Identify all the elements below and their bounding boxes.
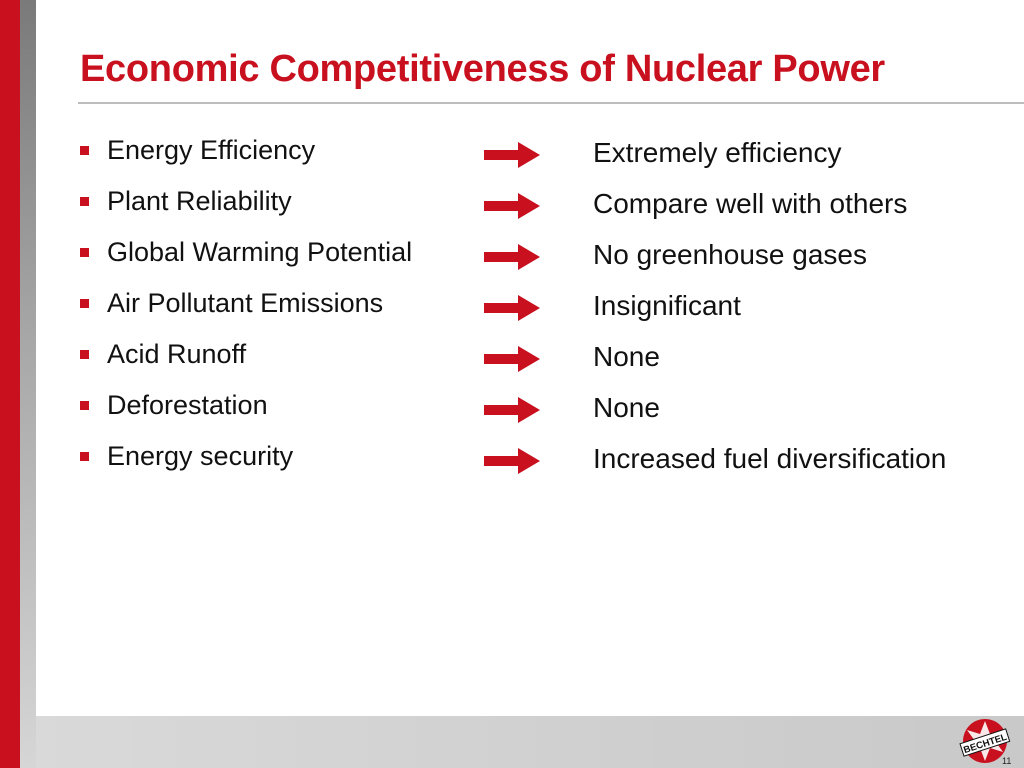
bechtel-logo: BECHTEL bbox=[959, 719, 1011, 763]
result-label: Compare well with others bbox=[593, 188, 908, 219]
square-bullet-icon bbox=[80, 452, 89, 461]
result-label: None bbox=[593, 341, 660, 372]
factor-label: Global Warming Potential bbox=[107, 237, 413, 267]
square-bullet-icon bbox=[80, 248, 89, 257]
list-item: Plant Reliability Compare well with othe… bbox=[78, 183, 1018, 234]
result-label: Increased fuel diversification bbox=[593, 443, 947, 474]
square-bullet-icon bbox=[80, 401, 89, 410]
square-bullet-icon bbox=[80, 197, 89, 206]
title-underline bbox=[78, 102, 1024, 104]
right-arrow-icon bbox=[484, 346, 540, 372]
list-item: Acid Runoff None bbox=[78, 336, 1018, 387]
list-item: Deforestation None bbox=[78, 387, 1018, 438]
square-bullet-icon bbox=[80, 299, 89, 308]
factor-label: Plant Reliability bbox=[107, 186, 292, 216]
result-label: Insignificant bbox=[593, 290, 741, 321]
right-arrow-icon bbox=[484, 448, 540, 474]
right-arrow-icon bbox=[484, 295, 540, 321]
result-label: None bbox=[593, 392, 660, 423]
factor-label: Acid Runoff bbox=[107, 339, 247, 369]
right-arrow-icon bbox=[484, 142, 540, 168]
factor-label: Energy Efficiency bbox=[107, 135, 316, 165]
left-gray-gradient-bar bbox=[20, 0, 36, 768]
list-item: Energy Efficiency Extremely efficiency bbox=[78, 132, 1018, 183]
right-arrow-icon bbox=[484, 244, 540, 270]
left-red-bar bbox=[0, 0, 20, 768]
list-item: Energy security Increased fuel diversifi… bbox=[78, 438, 1018, 489]
square-bullet-icon bbox=[80, 146, 89, 155]
factor-label: Air Pollutant Emissions bbox=[107, 288, 384, 318]
footer-band bbox=[36, 716, 1024, 768]
list-item: Global Warming Potential No greenhouse g… bbox=[78, 234, 1018, 285]
page-number: 11 bbox=[1002, 756, 1012, 766]
result-label: No greenhouse gases bbox=[593, 239, 867, 270]
comparison-list: Energy Efficiency Extremely efficiency P… bbox=[78, 132, 1018, 489]
square-bullet-icon bbox=[80, 350, 89, 359]
slide-title: Economic Competitiveness of Nuclear Powe… bbox=[80, 48, 885, 90]
factor-label: Energy security bbox=[107, 441, 294, 471]
right-arrow-icon bbox=[484, 193, 540, 219]
list-item: Air Pollutant Emissions Insignificant bbox=[78, 285, 1018, 336]
factor-label: Deforestation bbox=[107, 390, 268, 420]
right-arrow-icon bbox=[484, 397, 540, 423]
result-label: Extremely efficiency bbox=[593, 137, 842, 168]
